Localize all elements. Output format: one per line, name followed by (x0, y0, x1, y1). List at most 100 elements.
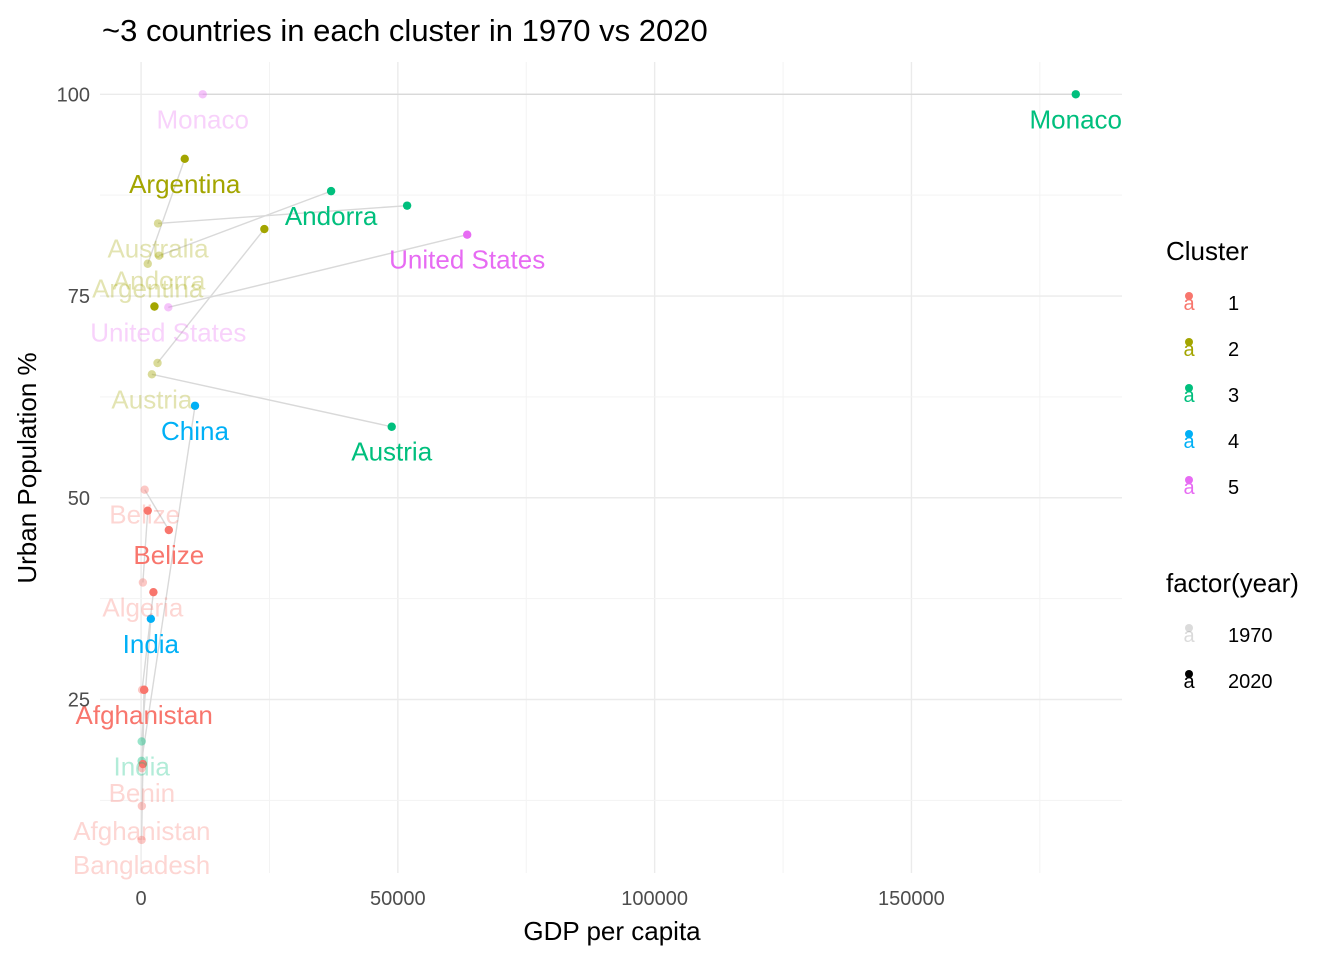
legend-item-label: 5 (1228, 477, 1239, 499)
point-label: Austria (111, 384, 192, 414)
data-point (153, 219, 163, 228)
legend: Cluster a 1 a 2 a 3 a 4 a 5 factor(year) a 1970 a 2020 (1166, 236, 1299, 693)
point-label: Andorra (113, 266, 206, 296)
connector-line (158, 190, 332, 257)
legend-key-glyph: a (1183, 431, 1195, 453)
data-point (164, 525, 174, 535)
data-point (147, 370, 157, 379)
data-point (190, 401, 200, 410)
point-label: Australia (107, 233, 209, 263)
legend-key-point (1185, 670, 1193, 678)
connector-line (147, 158, 186, 264)
connector-line (140, 764, 144, 840)
data-point (402, 201, 412, 210)
data-point (150, 302, 159, 311)
y-axis-title: Urban Population % (12, 352, 42, 583)
data-point (137, 737, 146, 746)
chart-title: ~3 countries in each cluster in 1970 vs … (102, 13, 708, 48)
legend-key-glyph: a (1183, 339, 1195, 361)
data-point (140, 485, 149, 494)
data-point (260, 224, 269, 234)
legend-item-label: 1 (1228, 293, 1239, 315)
data-point (198, 90, 207, 99)
point-label: Monaco (1030, 104, 1123, 134)
point-label: Belize (133, 540, 204, 570)
point-label: United States (389, 245, 545, 275)
y-tick-label: 100 (57, 84, 90, 106)
y-axis-ticks: 25 50 75 100 (57, 84, 90, 711)
legend-item-label: 2020 (1228, 671, 1273, 693)
legend-key-point (1185, 338, 1193, 346)
y-tick-label: 50 (68, 488, 90, 510)
connector-line (151, 373, 392, 428)
data-point (138, 578, 148, 587)
x-axis-ticks: 0 50000 100000 150000 (136, 888, 945, 910)
data-point (1071, 90, 1080, 99)
data-point (137, 835, 146, 845)
point-label: Afghanistan (76, 700, 213, 730)
x-axis-title: GDP per capita (523, 916, 701, 946)
connector-line (141, 592, 155, 690)
point-label: Monaco (156, 104, 249, 134)
data-point (138, 759, 148, 769)
data-point (463, 230, 472, 239)
legend-key-glyph: a (1183, 671, 1195, 693)
data-point (143, 259, 152, 268)
data-point (139, 685, 149, 695)
point-label: India (114, 751, 171, 781)
point-label: Algeria (102, 592, 183, 622)
point-label: Argentina (92, 274, 204, 304)
connector-line (157, 204, 408, 225)
point-label: Benin (109, 778, 176, 808)
x-tick-label: 150000 (878, 888, 945, 910)
legend-item-label: 1970 (1228, 625, 1273, 647)
point-label: Andorra (285, 201, 378, 231)
point-label: Afghanistan (73, 816, 210, 846)
plot-area: Monaco MonacoArgentinaArgentinaAndorraAnd… (73, 62, 1122, 880)
data-point (146, 614, 156, 624)
legend-key-glyph: a (1183, 385, 1195, 407)
point-label: Bangladesh (73, 850, 210, 880)
data-point (153, 358, 162, 368)
point-label: United States (90, 317, 246, 347)
data-points (137, 90, 1080, 845)
x-tick-label: 100000 (621, 888, 688, 910)
x-tick-label: 0 (136, 888, 147, 910)
point-label: Belize (109, 500, 180, 530)
legend-year-title: factor(year) (1166, 568, 1299, 598)
point-label: India (123, 629, 180, 659)
connector-line (156, 228, 265, 364)
legend-key-point (1185, 430, 1193, 438)
connector-line (144, 489, 170, 531)
data-point (143, 506, 152, 515)
data-point (326, 186, 336, 196)
connector-lines (140, 93, 1076, 840)
legend-item-label: 3 (1228, 385, 1239, 407)
legend-key-glyph: a (1183, 293, 1195, 315)
data-point (149, 587, 158, 597)
point-labels: Monaco MonacoArgentinaArgentinaAndorraAnd… (73, 104, 1122, 880)
legend-key-point (1185, 624, 1193, 632)
x-tick-label: 50000 (370, 888, 426, 910)
grid (100, 62, 1122, 873)
connector-line (140, 405, 196, 761)
data-point (387, 422, 396, 431)
legend-key-point (1185, 476, 1193, 484)
y-tick-label: 25 (68, 690, 90, 712)
connector-line (168, 234, 468, 308)
connector-line (142, 510, 149, 583)
legend-cluster-title: Cluster (1166, 236, 1249, 266)
point-label: China (161, 416, 229, 446)
legend-key-glyph: a (1183, 477, 1195, 499)
legend-key-point (1185, 292, 1193, 300)
legend-item-label: 2 (1228, 339, 1239, 361)
data-point (164, 303, 173, 312)
legend-item-label: 4 (1228, 431, 1239, 453)
data-point (180, 154, 189, 164)
data-point (154, 251, 164, 260)
legend-key-glyph: a (1183, 625, 1195, 647)
point-label: Austria (351, 437, 432, 467)
y-tick-label: 75 (68, 286, 90, 308)
point-label: Argentina (129, 169, 241, 199)
